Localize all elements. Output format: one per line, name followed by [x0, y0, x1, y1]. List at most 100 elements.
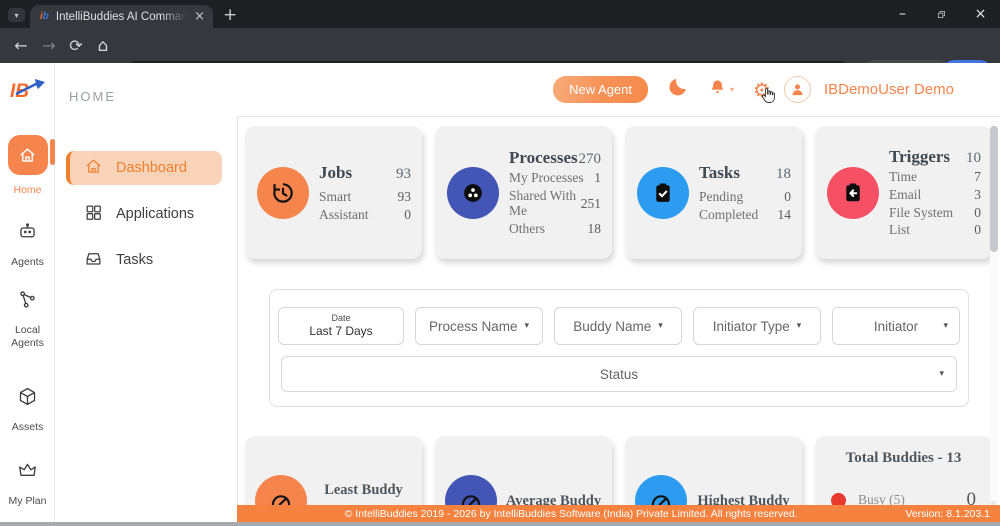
- bottom-card-title: Least Buddy Runtime: [324, 481, 403, 505]
- process-name-dropdown[interactable]: Process Name ▾: [415, 307, 543, 345]
- tab-close-icon[interactable]: ×: [194, 9, 205, 24]
- restore-button[interactable]: [922, 0, 961, 28]
- username-label[interactable]: IBDemoUser Demo: [823, 81, 954, 98]
- initiator-type-dropdown[interactable]: Initiator Type ▾: [693, 307, 821, 345]
- average-circle: [445, 475, 497, 505]
- chevron-down-icon: ▾: [524, 321, 530, 331]
- processes-circle: [447, 166, 499, 219]
- bottom-card-title: Average Buddy: [505, 492, 602, 505]
- busy-stat-row: Busy (5) 0: [827, 489, 980, 505]
- menu-item-tasks[interactable]: Tasks: [66, 243, 222, 277]
- browser-home-icon[interactable]: ⌂: [97, 35, 109, 56]
- dark-mode-moon-icon[interactable]: [667, 76, 689, 103]
- browser-tab[interactable]: ib IntelliBuddies AI Command Cen ×: [30, 5, 213, 28]
- tab-title: IntelliBuddies AI Command Cen: [55, 10, 188, 23]
- card-stat-row: Others 18: [509, 220, 601, 236]
- card-stat-row: Time 7: [889, 168, 981, 184]
- card-stat-row: List 0: [889, 222, 981, 238]
- card-stat-row: Assistant 0: [319, 206, 411, 222]
- speedometer-icon: [461, 495, 481, 505]
- settings-button[interactable]: ⚙: [753, 78, 775, 103]
- speedometer-icon: [271, 495, 291, 505]
- total-buddies-title: Total Buddies - 13: [845, 450, 962, 466]
- intellibuddies-logo: IB: [9, 76, 46, 109]
- busy-value: 0: [966, 489, 977, 505]
- chevron-down-icon: ▾: [658, 321, 663, 331]
- rail-item-agents[interactable]: Agents: [0, 221, 55, 269]
- crown-icon: [17, 460, 38, 486]
- main-scrollbar[interactable]: [990, 121, 998, 501]
- least-buddy-runtime-card: Least Buddy Runtime: [245, 436, 422, 505]
- jobs-card: Jobs 93 Smart 93 Assistant 0: [245, 126, 422, 259]
- status-dropdown[interactable]: Status ▾: [281, 356, 957, 392]
- scrollbar-thumb[interactable]: [990, 126, 998, 252]
- triggers-circle: [827, 166, 879, 219]
- new-agent-button[interactable]: New Agent: [553, 76, 648, 103]
- initiator-dropdown[interactable]: Initiator ▾: [832, 307, 960, 345]
- jobs-circle: [257, 166, 309, 219]
- forward-icon[interactable]: →: [42, 36, 56, 55]
- card-total: 18: [776, 165, 791, 182]
- refresh-icon[interactable]: ⟳: [69, 36, 83, 55]
- date-filter-value: Last 7 Days: [309, 324, 373, 339]
- inbox-tray-icon: [84, 249, 103, 272]
- menu-item-dashboard[interactable]: Dashboard: [66, 151, 222, 185]
- bottom-card-title: Highest Buddy: [697, 492, 790, 505]
- processes-card: Processes 270 My Processes 1 Shared With …: [435, 126, 612, 259]
- card-title: Processes: [509, 148, 578, 168]
- highest-circle: [635, 475, 687, 505]
- app-header: New Agent ▾ ⚙ IBDemoUser Demo: [237, 63, 1000, 116]
- robot-icon: [17, 221, 38, 247]
- minimize-button[interactable]: –: [899, 6, 906, 22]
- chevron-down-icon: ▾: [730, 85, 735, 94]
- avatar[interactable]: [783, 76, 811, 103]
- clipboard-arrow-icon: [846, 182, 860, 201]
- rail-item-local-agents[interactable]: Local Agents: [0, 289, 55, 350]
- chevron-down-icon: ▾: [943, 321, 948, 331]
- busy-status-dot: [831, 492, 846, 505]
- home-active-button[interactable]: [7, 135, 48, 175]
- rail-item-my-plan[interactable]: My Plan: [0, 460, 55, 508]
- busy-label: Busy (5): [858, 492, 905, 505]
- active-rail-indicator: [50, 139, 55, 165]
- site-favicon-icon: ib: [40, 11, 49, 22]
- home-icon: [20, 147, 35, 162]
- back-icon[interactable]: ←: [14, 36, 28, 55]
- bottom-card-row: Least Buddy Runtime Average Buddy Highes…: [245, 436, 1000, 505]
- tab-search-button[interactable]: ▾: [8, 8, 25, 22]
- tasks-circle: [637, 166, 689, 219]
- triggers-card: Triggers 10 Time 7 Email 3 File System 0 Li…: [815, 126, 992, 259]
- buddy-name-dropdown[interactable]: Buddy Name ▾: [554, 307, 682, 345]
- filter-panel: Date Last 7 Days Process Name ▾ Buddy Nam…: [269, 289, 969, 407]
- icon-rail: IB Home Agents Local Agents: [0, 63, 55, 522]
- card-stat-row: Email 3: [889, 186, 981, 202]
- bell-icon: [708, 78, 727, 102]
- copyright-text: © IntelliBuddies 2019 - 2026 by IntelliB…: [344, 507, 798, 520]
- notifications-button[interactable]: ▾: [708, 78, 734, 102]
- card-stat-row: File System 0: [889, 204, 981, 220]
- stats-card-row: Jobs 93 Smart 93 Assistant 0: [245, 126, 1000, 259]
- dashboard-main: Jobs 93 Smart 93 Assistant 0: [237, 116, 1000, 505]
- menu-item-applications[interactable]: Applications: [66, 197, 222, 231]
- card-stat-row: My Processes 1: [509, 170, 601, 186]
- menu-label-dashboard: Dashboard: [116, 160, 187, 176]
- restore-icon: [937, 10, 946, 18]
- rail-item-assets[interactable]: Assets: [0, 386, 55, 434]
- new-tab-button[interactable]: +: [223, 5, 238, 25]
- card-total: 270: [578, 151, 602, 168]
- cube-icon: [17, 386, 38, 412]
- chevron-down-icon: ▾: [939, 369, 944, 379]
- menu-label-tasks: Tasks: [116, 252, 154, 268]
- window-controls: – ×: [883, 0, 1000, 28]
- close-window-button[interactable]: ×: [974, 6, 987, 22]
- rail-label-assets: Assets: [11, 421, 44, 433]
- card-total: 93: [396, 165, 411, 182]
- window-bottom-edge: [0, 522, 1000, 526]
- card-stat-row: Smart 93: [319, 188, 411, 204]
- chevron-down-icon: ▾: [796, 321, 802, 331]
- dashboard-home-icon: [84, 157, 103, 180]
- mouse-cursor: [762, 87, 775, 103]
- date-filter[interactable]: Date Last 7 Days: [278, 307, 404, 345]
- rail-item-home[interactable]: Home: [0, 135, 55, 197]
